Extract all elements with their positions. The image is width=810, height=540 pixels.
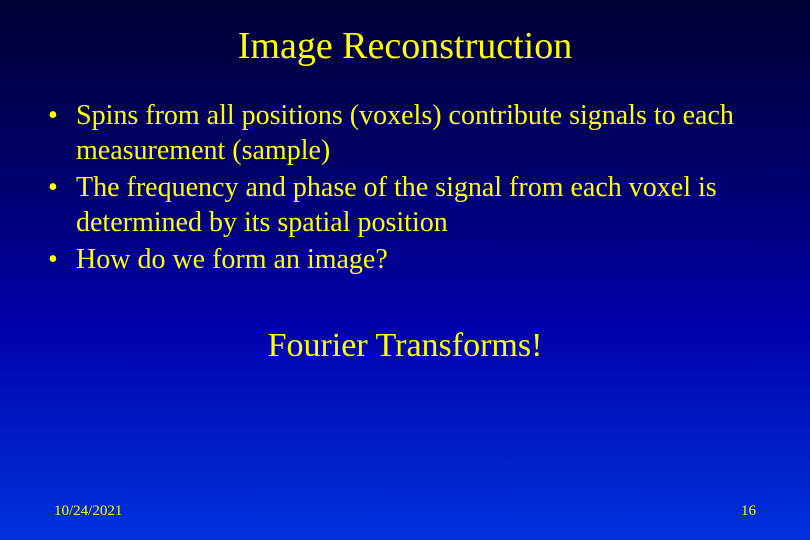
- slide-title: Image Reconstruction: [0, 0, 810, 98]
- centered-emphasis-text: Fourier Transforms!: [0, 327, 810, 365]
- bullet-marker: •: [42, 242, 76, 277]
- bullet-item: • Spins from all positions (voxels) cont…: [42, 98, 770, 168]
- bullet-marker: •: [42, 170, 76, 205]
- bullet-item: • The frequency and phase of the signal …: [42, 170, 770, 240]
- footer-page-number: 16: [741, 503, 756, 520]
- bullet-text: The frequency and phase of the signal fr…: [76, 170, 770, 240]
- slide-footer: 10/24/2021 16: [0, 503, 810, 520]
- bullet-list: • Spins from all positions (voxels) cont…: [0, 98, 810, 277]
- footer-date: 10/24/2021: [54, 503, 122, 520]
- bullet-text: Spins from all positions (voxels) contri…: [76, 98, 770, 168]
- bullet-item: • How do we form an image?: [42, 242, 770, 277]
- bullet-text: How do we form an image?: [76, 242, 770, 277]
- bullet-marker: •: [42, 98, 76, 133]
